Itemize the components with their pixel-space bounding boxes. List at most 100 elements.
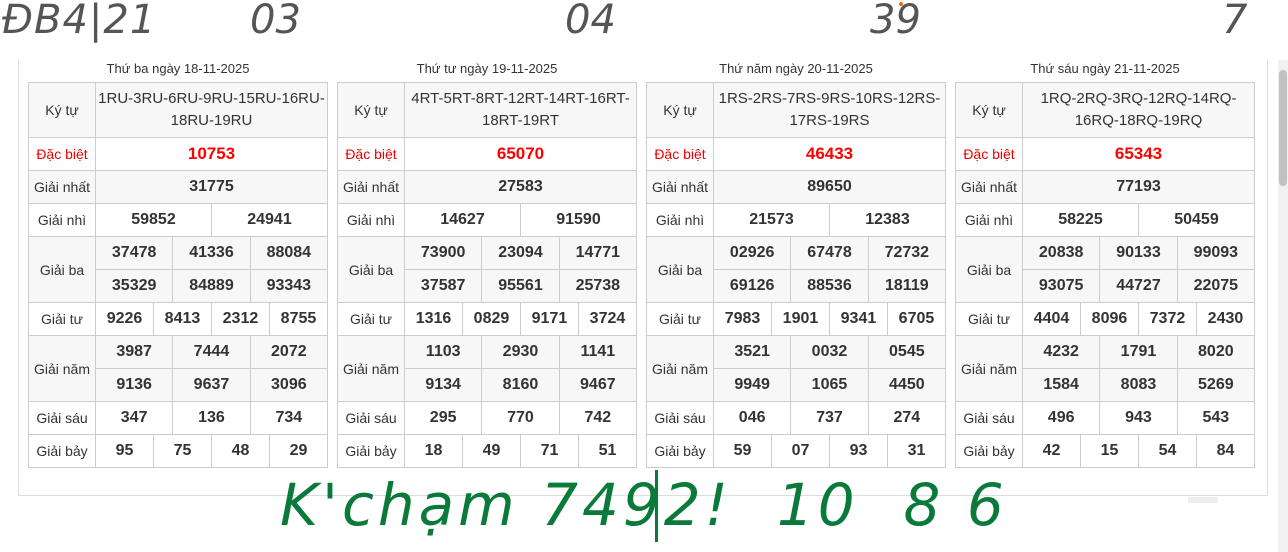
- handwritten-mark: 03: [250, 0, 301, 43]
- seventh-prize: 59: [713, 434, 772, 468]
- row-label: Giải sáu: [337, 401, 405, 435]
- fifth-prize: 1141: [558, 335, 638, 369]
- table-row: Giải ba 37478 41336 88084: [28, 236, 329, 303]
- sixth-prize: 274: [867, 401, 947, 435]
- table-row: 35329 84889 93343: [29, 269, 329, 303]
- second-prize: 21573: [713, 203, 830, 237]
- first-prize: 77193: [1022, 170, 1255, 204]
- sixth-prize: 136: [172, 401, 251, 435]
- third-prize: 72732: [867, 236, 947, 270]
- fourth-prize: 4404: [1022, 302, 1081, 336]
- row-label: Giải ba: [28, 236, 96, 303]
- sixth-prize: 770: [481, 401, 560, 435]
- handwritten-mark: 7: [1222, 0, 1248, 43]
- table-row: Đặc biệt 65070: [337, 137, 637, 171]
- row-label: Giải năm: [337, 335, 405, 402]
- third-prize: 88536: [790, 269, 869, 303]
- fourth-prize: 3724: [577, 302, 638, 336]
- row-label: Đặc biệt: [337, 137, 405, 171]
- fifth-prize: 5269: [1176, 368, 1256, 402]
- handwritten-note-bottom: K'chạm 7492! 10 8 6: [280, 471, 1008, 539]
- table-row: Giải ba 73900 23094 14771: [337, 236, 638, 303]
- seventh-prize: 49: [461, 434, 521, 468]
- fifth-prize: 1791: [1099, 335, 1178, 369]
- table-row: Giải nhất 77193: [955, 170, 1255, 204]
- kytu-value: 1RU-3RU-6RU-9RU-15RU-16RU-18RU-19RU: [95, 82, 328, 138]
- table-row: Giải sáu 295 770 742: [337, 401, 638, 435]
- draw-date: Thứ tư ngày 19-11-2025: [416, 61, 558, 76]
- fifth-prize: 9637: [172, 368, 251, 402]
- table-row: Giải sáu 046 737 274: [646, 401, 947, 435]
- fifth-prize: 2930: [481, 335, 560, 369]
- fourth-prize: 1316: [404, 302, 463, 336]
- seventh-prize: 84: [1195, 434, 1256, 468]
- row-label: Giải năm: [646, 335, 714, 402]
- row-label: Giải bảy: [337, 434, 405, 468]
- fifth-prize: 8020: [1176, 335, 1256, 369]
- seventh-prize: 07: [770, 434, 830, 468]
- third-prize: 18119: [867, 269, 947, 303]
- first-prize: 27583: [404, 170, 637, 204]
- row-label: Giải sáu: [955, 401, 1023, 435]
- seventh-prize: 51: [577, 434, 638, 468]
- seventh-prize: 75: [152, 434, 212, 468]
- results-container: [18, 60, 1268, 496]
- fifth-prize: 0032: [790, 335, 869, 369]
- fifth-prize: 4450: [867, 368, 947, 402]
- table-row: Giải năm 4232 1791 8020: [955, 335, 1256, 402]
- footer-bar: [1188, 497, 1218, 503]
- row-label: Giải năm: [955, 335, 1023, 402]
- table-row: Giải tư 1316 0829 9171 3724: [337, 302, 638, 336]
- sixth-prize: 943: [1099, 401, 1178, 435]
- fourth-prize: 8096: [1079, 302, 1139, 336]
- scrollbar-thumb[interactable]: [1279, 70, 1287, 186]
- table-row: Ký tự 4RT-5RT-8RT-12RT-14RT-16RT-18RT-19R…: [337, 82, 637, 138]
- draw-date: Thứ ba ngày 18-11-2025: [106, 61, 250, 76]
- seventh-prize: 71: [519, 434, 579, 468]
- table-row: Giải bảy 95 75 48 29: [28, 434, 329, 468]
- sixth-prize: 347: [94, 401, 174, 435]
- seventh-prize: 31: [886, 434, 947, 468]
- row-label: Giải bảy: [955, 434, 1023, 468]
- table-row: Giải tư 4404 8096 7372 2430: [955, 302, 1256, 336]
- scrollbar[interactable]: [1278, 60, 1288, 552]
- third-prize: 02926: [712, 236, 792, 270]
- third-prize: 25738: [558, 269, 638, 303]
- handwritten-stroke: [655, 470, 658, 542]
- second-prize: 14627: [404, 203, 521, 237]
- third-prize: 90133: [1099, 236, 1178, 270]
- table-row: 9949 1065 4450: [647, 368, 947, 402]
- row-label: Giải tư: [337, 302, 405, 336]
- fifth-prize: 9134: [403, 368, 483, 402]
- handwritten-mark: 39: [870, 0, 921, 43]
- handwritten-mark: 04: [565, 0, 616, 43]
- table-row: Giải bảy 18 49 71 51: [337, 434, 638, 468]
- table-row: Giải nhì 58225 50459: [955, 203, 1256, 237]
- fourth-prize: 8755: [268, 302, 329, 336]
- sixth-prize: 295: [403, 401, 483, 435]
- table-row: Giải nhì 14627 91590: [337, 203, 638, 237]
- kytu-value: 4RT-5RT-8RT-12RT-14RT-16RT-18RT-19RT: [404, 82, 637, 138]
- table-row: 93075 44727 22075: [956, 269, 1256, 303]
- fourth-prize: 9341: [828, 302, 888, 336]
- stray-mark: [899, 2, 903, 6]
- seventh-prize: 54: [1137, 434, 1197, 468]
- seventh-prize: 95: [95, 434, 154, 468]
- seventh-prize: 93: [828, 434, 888, 468]
- fifth-prize: 1065: [790, 368, 869, 402]
- row-label: Giải nhì: [955, 203, 1023, 237]
- table-row: Ký tự 1RU-3RU-6RU-9RU-15RU-16RU-18RU-19RU: [28, 82, 328, 138]
- second-prize: 24941: [210, 203, 329, 237]
- fifth-prize: 1584: [1021, 368, 1101, 402]
- fourth-prize: 9171: [519, 302, 579, 336]
- handwritten-note-top: ĐB4|21: [2, 0, 157, 43]
- row-label: Giải nhất: [646, 170, 714, 204]
- third-prize: 93343: [249, 269, 329, 303]
- row-label: Giải nhì: [28, 203, 96, 237]
- fifth-prize: 9467: [558, 368, 638, 402]
- table-row: Giải bảy 59 07 93 31: [646, 434, 947, 468]
- table-row: Giải nhì 21573 12383: [646, 203, 947, 237]
- table-row: Giải nhất 89650: [646, 170, 946, 204]
- draw-date: Thứ sáu ngày 21-11-2025: [1030, 61, 1180, 76]
- fourth-prize: 8413: [152, 302, 212, 336]
